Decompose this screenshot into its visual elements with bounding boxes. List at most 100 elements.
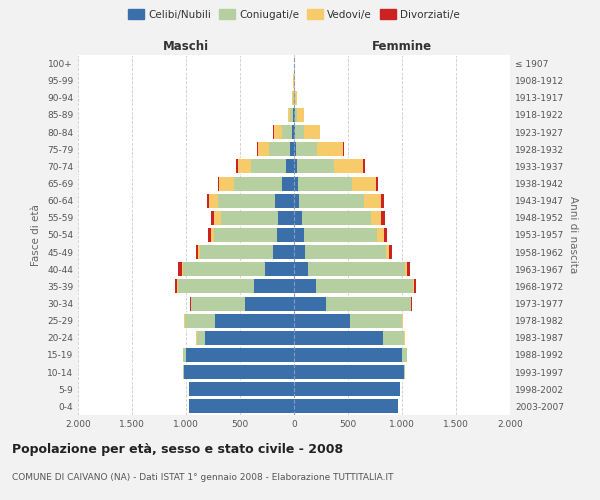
Bar [214, 228, 277, 242]
Bar [199, 245, 200, 259]
Y-axis label: Fasce di età: Fasce di età [31, 204, 41, 266]
Bar [290, 142, 294, 156]
Bar [251, 160, 286, 173]
Bar [292, 125, 294, 139]
Bar [294, 382, 400, 396]
Bar [189, 382, 294, 396]
Bar [376, 176, 378, 190]
Bar [290, 108, 293, 122]
Bar [298, 176, 352, 190]
Bar [294, 331, 383, 345]
Bar [294, 228, 304, 242]
Bar [215, 314, 294, 328]
Bar [205, 331, 294, 345]
Bar [183, 348, 186, 362]
Bar [183, 262, 265, 276]
Bar [414, 280, 416, 293]
Bar [299, 194, 364, 207]
Bar [294, 176, 298, 190]
Bar [191, 296, 245, 310]
Bar [297, 108, 304, 122]
Bar [383, 331, 404, 345]
Bar [296, 142, 317, 156]
Bar [343, 142, 344, 156]
Bar [316, 280, 413, 293]
Bar [185, 314, 215, 328]
Bar [382, 194, 384, 207]
Bar [245, 296, 294, 310]
Bar [334, 160, 363, 173]
Bar [294, 262, 308, 276]
Bar [238, 160, 251, 173]
Bar [295, 125, 304, 139]
Bar [292, 91, 293, 105]
Bar [383, 228, 387, 242]
Bar [218, 176, 220, 190]
Bar [211, 211, 214, 225]
Bar [317, 142, 343, 156]
Bar [236, 160, 238, 173]
Bar [209, 194, 218, 207]
Bar [297, 160, 334, 173]
Bar [304, 228, 377, 242]
Bar [218, 194, 275, 207]
Y-axis label: Anni di nascita: Anni di nascita [568, 196, 578, 274]
Bar [178, 280, 254, 293]
Bar [371, 211, 382, 225]
Bar [208, 228, 211, 242]
Bar [287, 108, 290, 122]
Bar [294, 125, 295, 139]
Bar [304, 125, 320, 139]
Bar [275, 194, 294, 207]
Bar [265, 262, 294, 276]
Bar [294, 245, 305, 259]
Bar [294, 296, 326, 310]
Bar [294, 400, 398, 413]
Bar [197, 331, 205, 345]
Bar [294, 91, 295, 105]
Bar [405, 262, 407, 276]
Bar [206, 194, 209, 207]
Bar [363, 160, 365, 173]
Bar [413, 280, 414, 293]
Text: Maschi: Maschi [163, 40, 209, 52]
Bar [402, 348, 407, 362]
Bar [294, 365, 404, 379]
Bar [350, 314, 402, 328]
Bar [294, 194, 299, 207]
Bar [175, 280, 178, 293]
Bar [407, 262, 410, 276]
Text: Popolazione per età, sesso e stato civile - 2008: Popolazione per età, sesso e stato civil… [12, 442, 343, 456]
Bar [281, 125, 292, 139]
Bar [377, 228, 383, 242]
Bar [305, 245, 386, 259]
Bar [274, 125, 281, 139]
Bar [294, 160, 297, 173]
Bar [220, 176, 233, 190]
Bar [282, 176, 294, 190]
Bar [294, 211, 302, 225]
Bar [295, 91, 297, 105]
Bar [233, 176, 282, 190]
Bar [326, 296, 410, 310]
Bar [274, 245, 294, 259]
Bar [189, 400, 294, 413]
Bar [186, 348, 294, 362]
Bar [184, 365, 294, 379]
Bar [269, 142, 290, 156]
Bar [364, 194, 382, 207]
Bar [386, 245, 389, 259]
Text: Femmine: Femmine [372, 40, 432, 52]
Bar [294, 142, 296, 156]
Bar [293, 91, 294, 105]
Bar [178, 262, 182, 276]
Bar [257, 142, 258, 156]
Legend: Celibi/Nubili, Coniugati/e, Vedovi/e, Divorziati/e: Celibi/Nubili, Coniugati/e, Vedovi/e, Di… [124, 5, 464, 24]
Bar [411, 296, 412, 310]
Bar [278, 211, 294, 225]
Bar [211, 228, 214, 242]
Bar [389, 245, 392, 259]
Bar [258, 142, 269, 156]
Bar [302, 211, 371, 225]
Bar [294, 348, 402, 362]
